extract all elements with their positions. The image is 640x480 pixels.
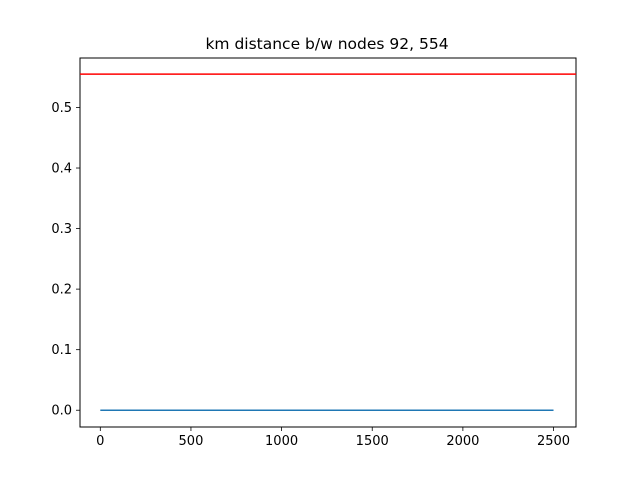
y-tick-label: 0.2	[51, 283, 72, 298]
x-tick-label: 500	[179, 434, 204, 449]
x-axis: 0 500 1000 1500 2000 2500	[96, 427, 570, 449]
x-tick-label: 2000	[446, 434, 479, 449]
x-tick-label: 2500	[537, 434, 570, 449]
y-tick-label: 0.0	[51, 404, 72, 419]
plot-area	[80, 73, 576, 411]
y-tick-label: 0.4	[51, 162, 72, 177]
y-axis: 0.0 0.1 0.2 0.3 0.4 0.5	[51, 101, 80, 419]
x-tick-label: 1500	[356, 434, 389, 449]
chart-title: km distance b/w nodes 92, 554	[205, 35, 448, 53]
x-tick-label: 0	[96, 434, 104, 449]
y-tick-label: 0.5	[51, 101, 72, 116]
plot-frame	[79, 57, 577, 428]
y-tick-label: 0.3	[51, 222, 72, 237]
y-tick-label: 0.1	[51, 343, 72, 358]
x-tick-label: 1000	[265, 434, 298, 449]
